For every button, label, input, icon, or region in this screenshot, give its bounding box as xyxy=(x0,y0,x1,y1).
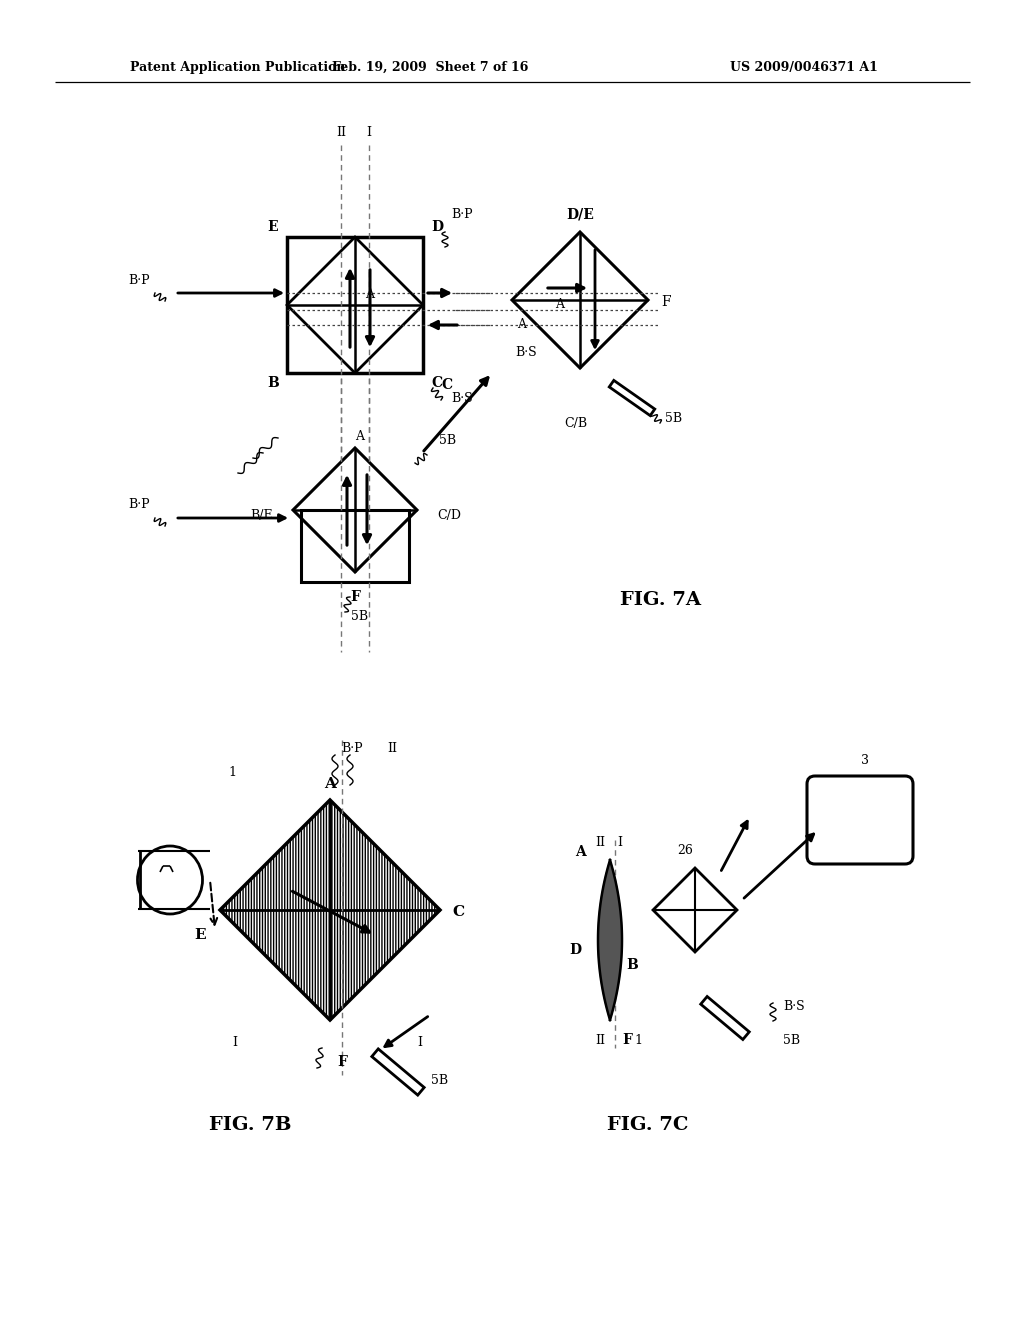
Text: II: II xyxy=(387,742,397,755)
Text: 5B: 5B xyxy=(439,433,456,446)
Text: II: II xyxy=(336,127,346,140)
Text: A: A xyxy=(517,318,526,331)
Text: Feb. 19, 2009  Sheet 7 of 16: Feb. 19, 2009 Sheet 7 of 16 xyxy=(332,61,528,74)
Text: FIG. 7A: FIG. 7A xyxy=(620,591,700,609)
Text: B: B xyxy=(267,376,279,389)
Polygon shape xyxy=(220,800,440,1020)
Text: C: C xyxy=(441,378,453,392)
Text: B·S: B·S xyxy=(783,999,805,1012)
Text: E: E xyxy=(195,928,206,942)
Text: D: D xyxy=(431,220,443,234)
Text: B·P: B·P xyxy=(128,273,150,286)
Text: B: B xyxy=(626,958,638,972)
Text: B·S: B·S xyxy=(451,392,473,405)
Text: 1: 1 xyxy=(228,766,236,779)
Text: 5B: 5B xyxy=(431,1073,449,1086)
Text: A: A xyxy=(366,289,375,301)
Text: D: D xyxy=(569,942,581,957)
Text: B·P: B·P xyxy=(451,209,473,222)
Polygon shape xyxy=(598,861,622,1020)
Text: 5B: 5B xyxy=(666,412,683,425)
Text: F: F xyxy=(337,1055,347,1069)
Text: 26: 26 xyxy=(677,843,693,857)
Text: I: I xyxy=(232,1035,238,1048)
Text: II: II xyxy=(595,1034,605,1047)
Text: A: A xyxy=(555,298,564,312)
Text: II: II xyxy=(595,836,605,849)
Text: D/E: D/E xyxy=(566,207,594,220)
Text: 3: 3 xyxy=(861,754,869,767)
Text: 1: 1 xyxy=(634,1034,642,1047)
Text: I: I xyxy=(367,127,372,140)
Text: FIG. 7C: FIG. 7C xyxy=(607,1115,689,1134)
Text: A: A xyxy=(574,845,586,859)
Text: B·S: B·S xyxy=(515,346,537,359)
Text: B·P: B·P xyxy=(128,499,150,511)
Text: 5B: 5B xyxy=(351,610,369,623)
Text: 5B: 5B xyxy=(783,1034,800,1047)
Text: Patent Application Publication: Patent Application Publication xyxy=(130,61,345,74)
Text: F: F xyxy=(622,1034,632,1047)
Text: B/E: B/E xyxy=(251,508,273,521)
Text: I: I xyxy=(418,1035,423,1048)
Text: A: A xyxy=(355,429,365,442)
Text: C: C xyxy=(431,376,442,389)
Text: F: F xyxy=(662,294,671,309)
Text: C/D: C/D xyxy=(437,508,461,521)
Text: I: I xyxy=(617,836,623,849)
Text: C/B: C/B xyxy=(564,417,587,429)
Text: F: F xyxy=(350,590,360,605)
Text: A: A xyxy=(324,777,336,791)
Text: US 2009/0046371 A1: US 2009/0046371 A1 xyxy=(730,61,878,74)
Text: C: C xyxy=(452,906,464,919)
Text: FIG. 7B: FIG. 7B xyxy=(209,1115,291,1134)
Text: B·P: B·P xyxy=(341,742,362,755)
Text: E: E xyxy=(267,220,279,234)
